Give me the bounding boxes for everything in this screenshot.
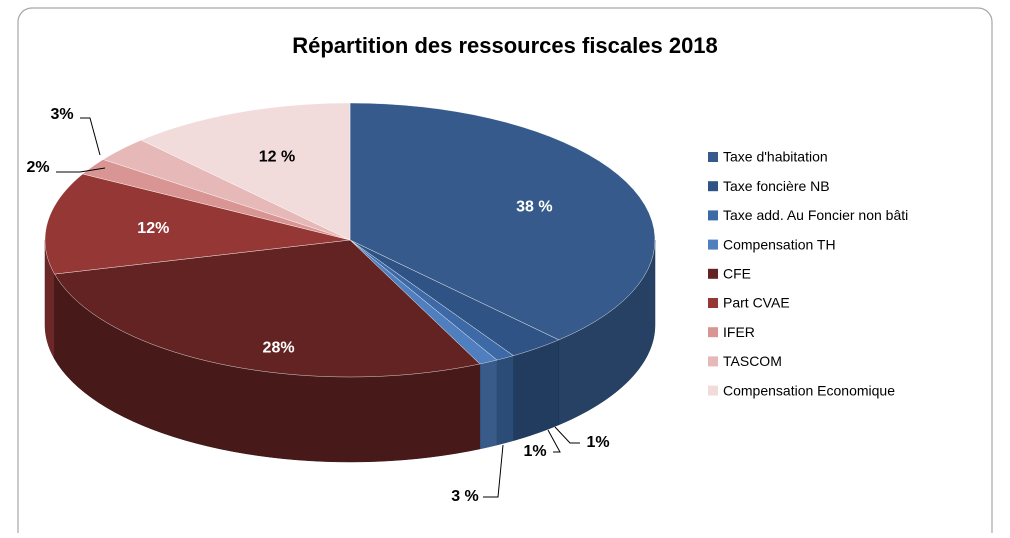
legend-swatch — [708, 268, 718, 279]
legend-swatch — [708, 239, 718, 250]
legend-label: Taxe add. Au Foncier non bâti — [723, 207, 908, 223]
legend-swatch — [708, 152, 718, 162]
slice — [82, 159, 351, 241]
leader-line — [547, 429, 561, 453]
legend-swatch — [708, 385, 718, 396]
slice — [349, 102, 656, 341]
data-label: 38 % — [516, 198, 552, 215]
slice — [54, 239, 481, 378]
legend-label: Taxe foncière NB — [723, 178, 830, 194]
slice — [140, 102, 351, 241]
legend-swatch — [708, 298, 718, 308]
leader-line — [80, 117, 101, 156]
slice — [44, 173, 351, 275]
data-label: 2% — [26, 159, 49, 176]
legend-label: CFE — [723, 266, 751, 282]
legend-swatch — [708, 210, 718, 221]
leader-line — [554, 426, 580, 444]
slice-side — [513, 339, 560, 442]
data-label: 12 % — [259, 148, 295, 165]
slice — [349, 239, 514, 361]
data-label: 3 % — [451, 488, 479, 505]
legend-swatch — [708, 327, 718, 338]
data-label: 1% — [586, 434, 609, 451]
legend-label: Taxe d'habitation — [723, 149, 828, 165]
data-label: 3% — [50, 106, 73, 123]
legend-label: Compensation TH — [723, 236, 836, 252]
data-label: 1% — [523, 443, 546, 460]
slice — [349, 239, 560, 356]
slice-side — [479, 359, 498, 450]
data-label: 12% — [137, 220, 169, 237]
slice — [349, 239, 498, 365]
legend-swatch — [708, 181, 718, 192]
leader-line — [56, 167, 106, 173]
legend-swatch — [708, 356, 718, 367]
data-label: 28% — [263, 339, 295, 356]
chart-title: Répartition des ressources fiscales 2018 — [292, 33, 718, 58]
leader-line — [483, 444, 504, 498]
legend-label: TASCOM — [723, 353, 782, 369]
legend-label: IFER — [723, 324, 755, 340]
slice-side — [496, 355, 514, 446]
slice — [102, 139, 351, 241]
legend-label: Compensation Economique — [723, 382, 895, 398]
legend-label: Part CVAE — [723, 295, 790, 311]
